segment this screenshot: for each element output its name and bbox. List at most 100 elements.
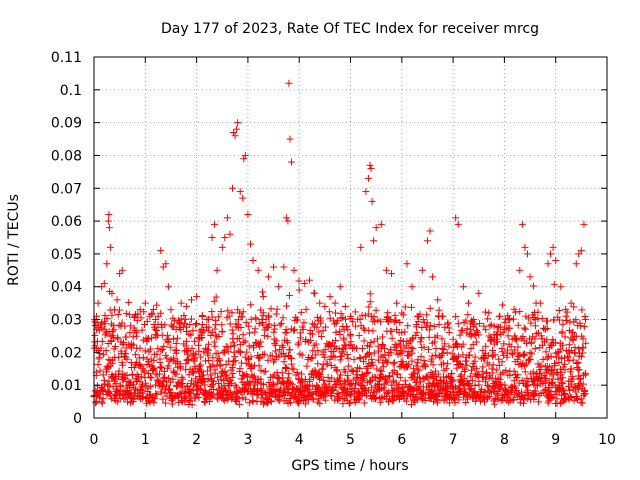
data-point: [293, 316, 301, 324]
data-point: [418, 266, 426, 274]
data-point: [205, 323, 213, 331]
data-point: [521, 243, 529, 251]
data-point: [138, 326, 146, 334]
data-point: [310, 289, 318, 297]
data-point: [126, 329, 134, 337]
data-point: [157, 363, 165, 371]
data-point: [113, 333, 121, 341]
data-point: [336, 283, 344, 291]
data-point: [391, 311, 399, 319]
data-point: [210, 338, 218, 346]
data-point: [245, 329, 253, 337]
data-point: [332, 336, 340, 344]
data-point: [118, 319, 126, 327]
data-point: [288, 158, 296, 166]
x-tick-label: 5: [346, 432, 355, 448]
data-point: [209, 361, 217, 369]
data-point: [275, 283, 283, 291]
x-tick-label: 1: [141, 432, 150, 448]
data-point: [359, 358, 367, 366]
data-point: [212, 320, 220, 328]
data-point: [204, 367, 212, 375]
data-point: [101, 380, 109, 388]
data-point: [99, 395, 107, 403]
data-point: [331, 353, 339, 361]
data-point: [187, 315, 195, 323]
data-point: [367, 165, 375, 173]
data-point: [224, 307, 232, 315]
data-point: [272, 347, 280, 355]
data-point: [272, 310, 280, 318]
data-point: [331, 299, 339, 307]
data-point: [148, 334, 156, 342]
data-point: [96, 367, 104, 375]
data-point: [310, 342, 318, 350]
data-point: [521, 325, 529, 333]
data-point: [479, 363, 487, 371]
data-point: [187, 296, 195, 304]
data-point: [165, 374, 173, 382]
data-point: [240, 155, 248, 163]
data-point: [191, 337, 199, 345]
data-point: [581, 313, 589, 321]
data-point: [186, 321, 194, 329]
data-point: [160, 342, 168, 350]
data-point: [195, 341, 203, 349]
grid: [94, 57, 607, 418]
data-point: [343, 323, 351, 331]
data-point: [120, 395, 128, 403]
data-point: [180, 312, 188, 320]
data-point: [204, 327, 212, 335]
data-point: [295, 277, 303, 285]
data-point: [475, 289, 483, 297]
data-point: [326, 355, 334, 363]
data-point: [326, 340, 334, 348]
data-point: [343, 351, 351, 359]
data-point: [350, 355, 358, 363]
data-point: [267, 398, 275, 406]
data-point: [204, 376, 212, 384]
data-point: [341, 368, 349, 376]
data-point: [277, 319, 285, 327]
data-point: [333, 389, 341, 397]
data-point: [291, 326, 299, 334]
data-point: [259, 293, 267, 301]
data-point: [230, 358, 238, 366]
data-point: [250, 372, 258, 380]
data-point: [380, 363, 388, 371]
data-point: [123, 355, 131, 363]
data-point: [348, 366, 356, 374]
data-point: [161, 321, 169, 329]
data-point: [365, 303, 373, 311]
data-point: [249, 256, 257, 264]
data-point: [109, 327, 117, 335]
data-point: [148, 309, 156, 317]
data-point: [137, 314, 145, 322]
data-point: [344, 372, 352, 380]
data-point: [384, 309, 392, 317]
data-point: [198, 328, 206, 336]
data-point: [372, 395, 380, 403]
data-point: [414, 356, 422, 364]
data-point: [239, 308, 247, 316]
data-point: [247, 353, 255, 361]
data-point: [346, 381, 354, 389]
data-point: [369, 361, 377, 369]
data-point: [408, 283, 416, 291]
data-point: [210, 297, 218, 305]
data-point: [92, 399, 100, 407]
data-point: [168, 400, 176, 408]
data-point: [122, 333, 130, 341]
data-point: [290, 266, 298, 274]
data-point: [362, 392, 370, 400]
data-point: [316, 400, 324, 408]
data-point: [351, 399, 359, 407]
data-point: [151, 395, 159, 403]
data-point: [578, 306, 586, 314]
data-point: [306, 375, 314, 383]
data-point: [182, 302, 190, 310]
data-point: [270, 263, 278, 271]
data-point: [319, 327, 327, 335]
data-point: [286, 346, 294, 354]
data-point: [378, 341, 386, 349]
